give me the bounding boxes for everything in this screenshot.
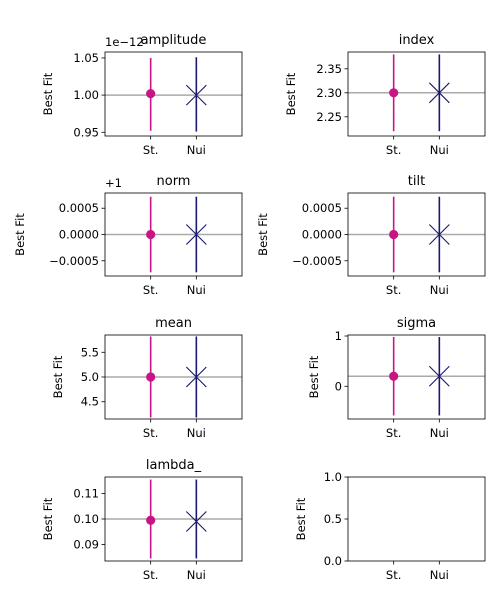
point-nuisance bbox=[428, 365, 450, 387]
point-standard bbox=[389, 88, 399, 98]
ytick-label: 1.0 bbox=[324, 470, 342, 484]
point-standard bbox=[389, 371, 399, 381]
y-axis-label: Best Fit bbox=[256, 213, 270, 256]
y-axis-label: Best Fit bbox=[307, 355, 321, 398]
point-standard bbox=[146, 229, 156, 240]
ytick-label: 0.10 bbox=[73, 512, 99, 526]
ytick-label: 0.0005 bbox=[59, 201, 99, 215]
y-axis-label: Best Fit bbox=[41, 497, 55, 540]
subplot-index: 2.25 2.30 2.35 St. Nui index Best Fit bbox=[284, 33, 486, 157]
xtick-label: Nui bbox=[187, 283, 206, 297]
axes-frame bbox=[347, 51, 486, 137]
axes-frame bbox=[347, 476, 486, 562]
ytick-label: 0.0 bbox=[324, 554, 342, 568]
point-nuisance bbox=[185, 224, 207, 245]
point-nuisance bbox=[428, 224, 450, 245]
axes-frame bbox=[347, 334, 486, 420]
subplot-title: lambda_ bbox=[146, 458, 202, 473]
axis-offset-label: 1e−12 bbox=[105, 35, 144, 49]
ytick-label: 2.35 bbox=[316, 62, 342, 76]
y-axis-label: Best Fit bbox=[13, 213, 27, 256]
xtick-label: St. bbox=[386, 283, 401, 297]
point-standard bbox=[146, 515, 156, 525]
xtick-label: St. bbox=[143, 283, 158, 297]
axis-offset-label: +1 bbox=[105, 176, 122, 190]
ytick-label: 0 bbox=[335, 379, 342, 393]
xtick-label: Nui bbox=[430, 426, 449, 440]
y-axis-label: Best Fit bbox=[51, 355, 65, 398]
subplot-tilt: −0.0005 0.0000 0.0005 St. Nui tilt Best Fit bbox=[256, 174, 486, 297]
point-standard bbox=[146, 89, 156, 99]
xtick-label: Nui bbox=[430, 143, 449, 157]
point-nuisance bbox=[428, 82, 450, 104]
point-nuisance bbox=[185, 84, 207, 106]
ytick-label: −0.0005 bbox=[49, 254, 99, 268]
ytick-label: 1.00 bbox=[73, 88, 99, 102]
subplot-lambda: 0.09 0.10 0.11 St. Nui lambda_ Best Fit bbox=[41, 458, 243, 582]
ytick-label: 2.30 bbox=[316, 86, 342, 100]
point-standard bbox=[146, 372, 156, 382]
point-nuisance bbox=[185, 511, 207, 532]
xtick-label: Nui bbox=[430, 568, 449, 582]
subplot-title: tilt bbox=[408, 174, 425, 189]
subplot-title: amplitude bbox=[141, 33, 207, 48]
subplot-title: sigma bbox=[397, 316, 436, 331]
xtick-label: St. bbox=[143, 426, 158, 440]
ytick-label: 5.0 bbox=[81, 370, 99, 384]
axes-frame bbox=[104, 51, 243, 137]
ytick-label: 0.95 bbox=[73, 125, 99, 139]
ytick-label: 0.0000 bbox=[59, 228, 99, 242]
xtick-label: Nui bbox=[187, 426, 206, 440]
xtick-label: Nui bbox=[187, 143, 206, 157]
ytick-label: 0.0000 bbox=[302, 228, 342, 242]
xtick-label: St. bbox=[386, 568, 401, 582]
ytick-label: 0.11 bbox=[73, 487, 99, 501]
subplot-empty: 0.0 0.5 1.0 St. Nui Best Fit bbox=[294, 470, 486, 582]
xtick-label: Nui bbox=[430, 283, 449, 297]
y-axis-label: Best Fit bbox=[294, 497, 308, 540]
ytick-label: 1.05 bbox=[73, 51, 99, 65]
subplot-title: mean bbox=[155, 316, 192, 331]
ytick-label: 0.09 bbox=[73, 537, 99, 551]
xtick-label: St. bbox=[143, 568, 158, 582]
ytick-label: 4.5 bbox=[81, 395, 99, 409]
xtick-label: St. bbox=[386, 143, 401, 157]
xtick-label: St. bbox=[386, 426, 401, 440]
subplot-title: index bbox=[399, 33, 435, 48]
ytick-label: 2.25 bbox=[316, 110, 342, 124]
subplot-title: norm bbox=[157, 174, 191, 189]
xtick-label: St. bbox=[143, 143, 158, 157]
y-axis-label: Best Fit bbox=[41, 72, 55, 115]
point-nuisance bbox=[185, 366, 207, 388]
subplot-norm: −0.0005 0.0000 0.0005 St. Nui norm +1 Best Fit bbox=[13, 174, 243, 297]
ytick-label: 0.5 bbox=[324, 512, 342, 526]
ytick-label: −0.0005 bbox=[292, 254, 342, 268]
ytick-label: 0.0005 bbox=[302, 201, 342, 215]
ytick-label: 5.5 bbox=[81, 345, 99, 359]
point-standard bbox=[389, 229, 399, 240]
subplot-mean: 4.5 5.0 5.5 St. Nui mean Best Fit bbox=[51, 316, 243, 440]
subplot-sigma: 0 1 St. Nui sigma Best Fit bbox=[307, 316, 486, 440]
ytick-label: 1 bbox=[335, 329, 342, 343]
y-axis-label: Best Fit bbox=[284, 72, 298, 115]
xtick-label: Nui bbox=[187, 568, 206, 582]
